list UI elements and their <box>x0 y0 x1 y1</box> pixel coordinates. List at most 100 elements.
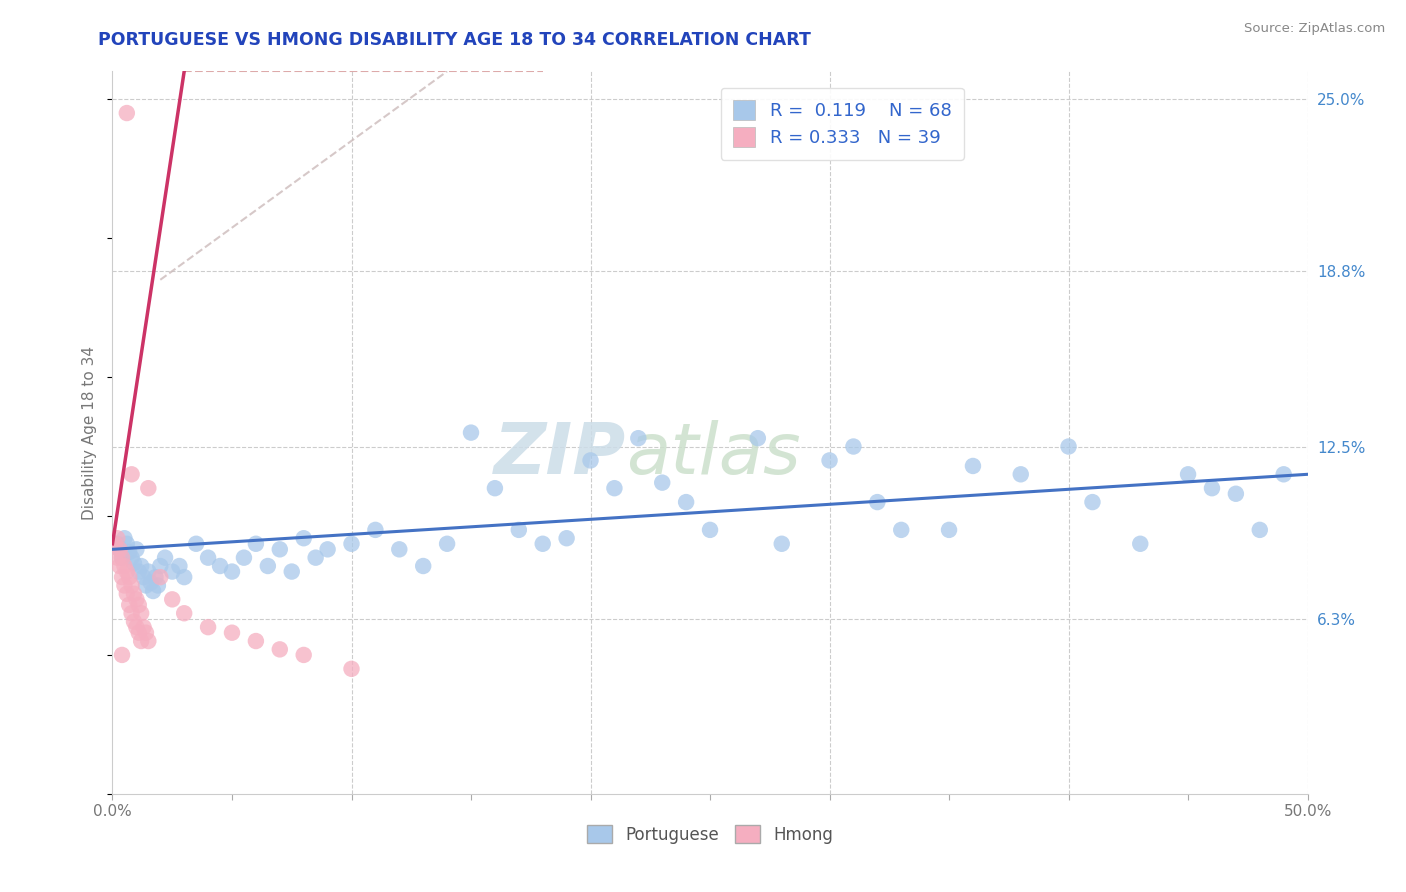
Point <box>316 542 339 557</box>
Point <box>197 550 219 565</box>
Point <box>114 559 135 574</box>
Point <box>162 592 183 607</box>
Text: ZIP: ZIP <box>494 420 627 489</box>
Point <box>125 542 148 557</box>
Point <box>169 559 191 574</box>
Point <box>121 467 143 482</box>
Point <box>233 550 256 565</box>
Point <box>111 550 134 565</box>
Point <box>132 620 155 634</box>
Point <box>388 542 411 557</box>
Point <box>221 565 243 579</box>
Point <box>122 587 145 601</box>
Point <box>135 578 157 592</box>
Point <box>138 634 160 648</box>
Point <box>149 559 172 574</box>
Point <box>209 559 232 574</box>
Point <box>138 481 160 495</box>
Point <box>142 584 165 599</box>
Point <box>108 542 131 557</box>
Point <box>138 565 160 579</box>
Point <box>627 431 650 445</box>
Text: atlas: atlas <box>627 420 801 489</box>
Point <box>1081 495 1104 509</box>
Point <box>651 475 673 490</box>
Point <box>115 106 138 120</box>
Point <box>269 542 291 557</box>
Point <box>962 458 984 473</box>
Point <box>699 523 721 537</box>
Point <box>105 531 128 545</box>
Point <box>221 625 243 640</box>
Y-axis label: Disability Age 18 to 34: Disability Age 18 to 34 <box>82 345 97 520</box>
Point <box>1249 523 1271 537</box>
Point <box>460 425 482 440</box>
Point <box>114 578 135 592</box>
Point <box>173 607 195 621</box>
Point <box>129 559 152 574</box>
Point <box>842 440 865 454</box>
Point <box>146 578 169 592</box>
Point <box>111 570 134 584</box>
Text: Source: ZipAtlas.com: Source: ZipAtlas.com <box>1244 22 1385 36</box>
Point <box>531 537 554 551</box>
Point <box>162 565 183 579</box>
Point <box>340 662 363 676</box>
Point <box>108 542 131 557</box>
Point <box>118 570 141 584</box>
Point <box>1129 537 1152 551</box>
Point <box>818 453 841 467</box>
Point <box>104 537 127 551</box>
Point <box>675 495 697 509</box>
Point <box>269 642 291 657</box>
Legend: Portuguese, Hmong: Portuguese, Hmong <box>579 819 841 851</box>
Text: PORTUGUESE VS HMONG DISABILITY AGE 18 TO 34 CORRELATION CHART: PORTUGUESE VS HMONG DISABILITY AGE 18 TO… <box>98 31 811 49</box>
Point <box>508 523 530 537</box>
Point <box>747 431 769 445</box>
Point <box>1177 467 1199 482</box>
Point <box>118 598 141 612</box>
Point <box>281 565 304 579</box>
Point <box>1057 440 1080 454</box>
Point <box>111 550 134 565</box>
Point <box>245 634 267 648</box>
Point <box>128 598 150 612</box>
Point <box>139 575 162 590</box>
Point <box>118 545 141 559</box>
Point <box>122 556 145 570</box>
Point <box>938 523 960 537</box>
Point <box>1272 467 1295 482</box>
Point <box>770 537 793 551</box>
Point <box>128 625 150 640</box>
Point <box>125 620 148 634</box>
Point <box>1225 487 1247 501</box>
Point <box>115 537 138 551</box>
Point <box>114 531 135 545</box>
Point <box>412 559 434 574</box>
Point <box>305 550 328 565</box>
Point <box>186 537 208 551</box>
Point <box>135 625 157 640</box>
Point <box>115 565 138 579</box>
Point <box>245 537 267 551</box>
Point <box>122 615 145 629</box>
Point <box>128 565 150 579</box>
Point <box>129 634 152 648</box>
Point <box>121 578 143 592</box>
Point <box>197 620 219 634</box>
Point <box>105 537 128 551</box>
Point <box>555 531 578 545</box>
Point <box>129 607 152 621</box>
Point <box>132 570 155 584</box>
Point <box>292 531 315 545</box>
Point <box>579 453 602 467</box>
Point <box>173 570 195 584</box>
Point <box>340 537 363 551</box>
Point <box>115 587 138 601</box>
Point <box>149 570 172 584</box>
Point <box>292 648 315 662</box>
Point <box>121 607 143 621</box>
Point <box>1010 467 1032 482</box>
Point <box>866 495 889 509</box>
Point <box>125 592 148 607</box>
